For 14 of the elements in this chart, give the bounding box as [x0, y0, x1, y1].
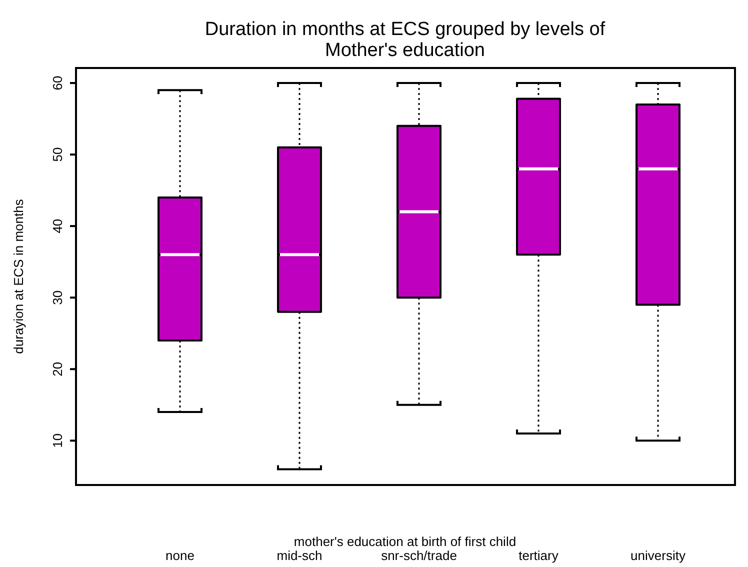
x-tick-label: mid-sch	[276, 548, 322, 563]
y-tick-label: 10	[50, 433, 65, 448]
x-tick-label: snr-sch/trade	[381, 548, 457, 563]
x-tick-label: none	[166, 548, 194, 563]
y-tick-label: 20	[50, 362, 65, 376]
x-tick-label: university	[630, 548, 686, 563]
y-axis-title: durayion at ECS in months	[11, 198, 26, 354]
y-tick-label: 60	[50, 76, 65, 90]
y-tick-label: 50	[50, 147, 65, 162]
x-tick-label: tertiary	[518, 548, 559, 563]
x-axis-title: mother's education at birth of first child	[294, 534, 516, 549]
chart-title: Duration in months at ECS grouped by levels of Mother's education	[204, 19, 606, 61]
y-tick-label: 30	[50, 290, 65, 305]
y-tick-label: 40	[50, 218, 65, 234]
